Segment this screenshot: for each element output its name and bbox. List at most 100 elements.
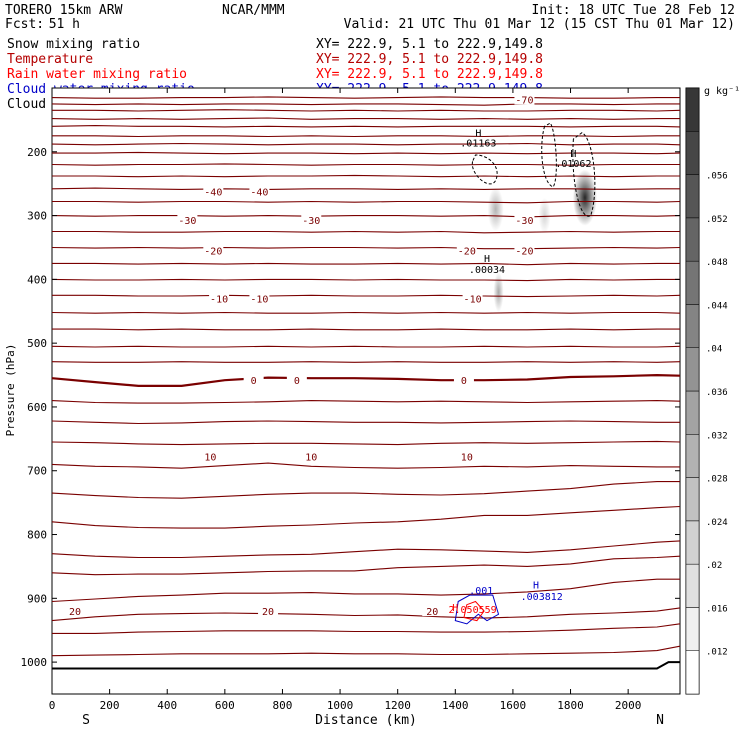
center-title: NCAR/MMM	[222, 3, 285, 18]
isotherm-label-bg	[258, 605, 279, 617]
isotherm-line	[51, 645, 681, 657]
isotherm-line	[51, 607, 681, 622]
isotherm-label-bg	[301, 214, 322, 226]
snow-shading-blob	[493, 272, 504, 313]
isotherm-line	[51, 578, 680, 603]
rain-water-contour	[463, 600, 485, 622]
isotherm-label-bg	[456, 244, 477, 256]
isotherm-line	[52, 294, 681, 298]
x-tick-label: 800	[273, 699, 293, 712]
model-title: TORERO 15km ARW	[5, 3, 123, 18]
isotherm-value-label: 10	[204, 453, 216, 464]
isotherm-value-label: 0	[294, 376, 300, 387]
maximum-label: .01163	[460, 139, 496, 150]
isotherm-value-label: -40	[250, 187, 268, 198]
colorbar-ticks: .012 .016 .02 .024 .028 .032 .036 .04 .044 .048 .0…	[706, 172, 728, 658]
maximum-label: H	[484, 254, 490, 265]
y-tick-label: 200	[27, 146, 47, 159]
colorbar-segment	[685, 477, 700, 522]
field-name: Temperature	[7, 52, 93, 67]
isotherm-value-label: 10	[305, 453, 317, 464]
isotherm-value-label: -20	[458, 247, 476, 258]
maximum-label: 2.050559	[449, 605, 497, 616]
x-tick-label: 200	[100, 699, 120, 712]
isotherm-line	[51, 505, 681, 529]
colorbar-segment	[685, 260, 700, 305]
maximum-label: .001	[469, 586, 493, 597]
header: TORERO 15km ARW NCAR/MMM Init: 18 UTC Tu…	[5, 3, 735, 32]
isotherm-label-bg	[422, 605, 443, 617]
contour-labels: -70 -40 -40 -30 -30 -30 -20 -20 -20 -10 -10 -10 0 0 0 1…	[65, 93, 591, 618]
field-name: Snow mixing ratio	[7, 37, 140, 52]
isotherm-label-bg	[200, 450, 221, 462]
isotherm-line	[51, 215, 681, 218]
colorbar-tick-label: .056	[706, 172, 728, 182]
field-name: Rain water mixing ratio	[7, 67, 187, 82]
colorbar-segment	[685, 304, 700, 348]
colorbar-tick-label: .036	[706, 388, 728, 398]
y-tick-label: 400	[27, 273, 47, 286]
isotherm-line	[51, 187, 680, 190]
isotherm-label-bg	[209, 292, 230, 304]
isotherm-label-bg	[514, 244, 535, 256]
isotherm-value-label: 0	[251, 376, 257, 387]
y-tick-label: 700	[27, 465, 47, 478]
x-tick-label: 1000	[327, 699, 354, 712]
isotherm-label-bg	[462, 292, 483, 304]
x-tick-label: 2000	[615, 699, 642, 712]
isotherm-label-bg	[177, 214, 198, 226]
maximum-label: H	[570, 149, 576, 160]
cloud-water-contour	[454, 594, 500, 625]
init-time: Init: 18 UTC Tue 28 Feb 12	[532, 3, 736, 18]
fcst-label: Fcst:	[5, 17, 44, 32]
colorbar-tick-label: .048	[706, 258, 728, 268]
y-axis-title: Pressure (hPa)	[4, 344, 17, 437]
isotherm-value-label: -30	[178, 216, 196, 227]
x-tick-label: 1400	[442, 699, 469, 712]
isotherm-line	[52, 262, 680, 266]
colorbar-segments	[685, 87, 700, 695]
isotherm-line	[51, 400, 681, 404]
isotherm-line	[51, 540, 681, 559]
snow-shading-blob	[538, 197, 551, 234]
colorbar-segment	[685, 390, 700, 435]
colorbar-tick-label: .012	[706, 648, 728, 658]
colorbar-unit: g kg⁻¹	[704, 86, 740, 97]
field-xy-range: XY= 222.9, 5.1 to 222.9,149.8	[316, 52, 543, 67]
maximum-label: .01062	[555, 159, 591, 170]
isotherm-value-label: -30	[515, 216, 533, 227]
isotherm-line	[51, 246, 681, 250]
isotherm-label-bg	[286, 374, 307, 386]
y-tick-label: 800	[27, 529, 47, 542]
isotherm-label-bg	[203, 244, 224, 256]
isotherm-label-bg	[456, 450, 477, 462]
isotherm-value-label: -20	[204, 247, 222, 258]
colorbar-segment	[685, 434, 700, 478]
valid-time: Valid: 21 UTC Thu 01 Mar 12 (15 CST Thu …	[344, 17, 735, 32]
x-tick-label: 1600	[500, 699, 527, 712]
isotherm-value-label: 20	[262, 607, 274, 618]
isotherm-value-label: -20	[515, 247, 533, 258]
isotherm-value-label: 20	[69, 607, 81, 618]
isotherm-value-label: 0	[461, 376, 467, 387]
x-axis-title: Distance (km)	[315, 713, 417, 728]
isotherm-label-bg	[249, 185, 270, 197]
colorbar-tick-label: .04	[706, 345, 722, 355]
colorbar-tick-label: .02	[706, 561, 722, 571]
cloud-contours	[454, 122, 596, 625]
isotherm-line	[51, 361, 681, 363]
isotherm-line	[51, 163, 680, 166]
colorbar-tick-label: .028	[706, 475, 728, 485]
y-tick-label: 300	[27, 210, 47, 223]
isotherm-line	[52, 230, 680, 234]
isotherm-label-bg	[453, 374, 474, 386]
x-tick-label: 1200	[384, 699, 411, 712]
isotherm-label-bg	[514, 93, 535, 105]
colorbar-segment	[685, 347, 700, 392]
colorbar-tick-label: .016	[706, 604, 728, 614]
isotherm-value-label: 20	[426, 607, 438, 618]
colorbar-tick-label: .044	[706, 301, 728, 311]
y-tick-label: 900	[27, 592, 47, 605]
surface-line	[52, 661, 680, 670]
